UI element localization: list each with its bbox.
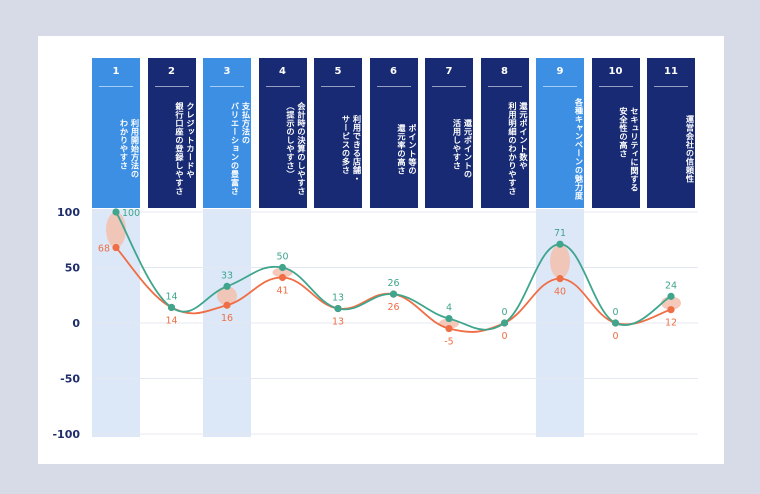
gap-marker (550, 244, 570, 279)
data-label-green: 71 (554, 228, 566, 239)
category-number: 10 (608, 66, 623, 77)
data-point-green (278, 263, 287, 272)
category-header: 2 クレジットカードや 銀行口座の登録しやすさ (147, 58, 196, 208)
header-divider (265, 86, 300, 87)
data-point-green (611, 319, 620, 327)
category-number: 7 (445, 66, 453, 77)
data-label-green: 26 (387, 278, 399, 289)
category-label: セキュリティに関する 安全性の高さ (618, 106, 640, 192)
data-point-green (223, 282, 231, 290)
data-label-orange: 16 (221, 313, 233, 324)
data-label-green: 24 (665, 280, 677, 291)
data-point-orange (667, 306, 675, 314)
header-divider (376, 86, 411, 87)
category-label: 会計時の決算のしやすさ （提示のしやすさ） (285, 102, 307, 196)
data-label-orange: 14 (165, 315, 177, 326)
data-label-green: 13 (332, 293, 344, 304)
category-number: 3 (223, 66, 231, 77)
header-divider (654, 86, 688, 87)
data-label-orange: 0 (612, 331, 618, 342)
data-label-orange: 68 (98, 244, 110, 255)
data-point-green (667, 292, 675, 300)
data-label-orange: 40 (554, 287, 566, 298)
header-divider (432, 86, 466, 87)
series-line-orange (115, 246, 672, 333)
data-label-green: 4 (446, 303, 452, 314)
header-divider (543, 86, 577, 87)
y-tick-label: -100 (52, 428, 80, 441)
data-label-orange: 13 (332, 317, 344, 328)
category-number: 9 (556, 66, 564, 77)
y-tick-label: 50 (65, 262, 81, 275)
data-label-orange: 41 (276, 285, 288, 296)
header-divider (598, 86, 633, 87)
data-point-green (167, 303, 176, 312)
y-tick-label: 100 (57, 206, 80, 219)
category-header: 1 利用開始方法の わかりやすさ (92, 58, 140, 208)
category-label: 利用開始方法の わかりやすさ (119, 119, 140, 179)
data-label-green: 100 (122, 208, 140, 219)
data-point-green (445, 314, 453, 323)
category-number: 2 (168, 66, 175, 77)
category-number: 1 (112, 66, 120, 77)
header-divider (487, 86, 522, 87)
category-label: 利用できる店舗・ サービスの多さ (341, 115, 362, 183)
data-label-orange: 12 (665, 318, 677, 329)
data-point-orange (445, 324, 453, 333)
header-divider (321, 86, 355, 87)
data-point-orange (278, 273, 287, 282)
data-label-green: 33 (221, 270, 233, 281)
gap-marker (217, 286, 237, 306)
data-point-green (334, 304, 342, 313)
y-tick-label: -50 (60, 373, 80, 386)
data-point-green (556, 240, 564, 248)
category-number: 8 (501, 66, 508, 77)
chart-card: 1 利用開始方法の わかりやすさ 2 クレジットカードや 銀行口座の登録しやすさ 3 支払… (38, 36, 724, 464)
category-number: 6 (390, 66, 397, 77)
data-label-orange: -5 (444, 337, 453, 348)
data-point-green (112, 208, 120, 216)
data-point-green (500, 319, 509, 327)
category-header: 7 還元ポイントの 活用しやすさ (425, 58, 473, 208)
data-label-green: 14 (165, 291, 177, 302)
category-header: 11 運営会社の信頼性 (647, 58, 695, 208)
data-point-orange (556, 275, 564, 283)
category-label: 各種キャンペーンの魅力度 (574, 98, 584, 200)
data-label-orange: 0 (501, 331, 507, 342)
category-label: 支払方法の バリエーションの豊富さ (230, 102, 251, 196)
y-tick-label: 0 (72, 317, 80, 330)
data-label-orange: 26 (387, 302, 399, 313)
category-header: 10 セキュリティに関する 安全性の高さ (591, 58, 640, 208)
category-label: 還元ポイント数や 利用明細のわかりやすさ (507, 102, 529, 196)
category-number: 5 (334, 66, 342, 77)
header-divider (154, 86, 189, 87)
data-point-orange (223, 301, 231, 309)
category-header: 8 還元ポイント数や 利用明細のわかりやすさ (480, 58, 529, 208)
gap-marker (272, 267, 293, 278)
category-label: クレジットカードや 銀行口座の登録しやすさ (174, 102, 196, 196)
category-header: 4 会計時の決算のしやすさ （提示のしやすさ） (258, 58, 307, 208)
category-number: 11 (664, 66, 678, 77)
data-label-green: 0 (501, 307, 507, 318)
category-label: ポイント等の 還元率の高さ (396, 123, 418, 175)
data-label-green: 50 (276, 252, 288, 263)
category-header: 9 各種キャンペーンの魅力度 (536, 58, 584, 208)
category-label: 運営会社の信頼性 (685, 115, 695, 183)
category-header: 6 ポイント等の 還元率の高さ (369, 58, 418, 208)
data-point-green (389, 290, 398, 298)
header-divider (99, 86, 133, 87)
data-label-green: 0 (612, 307, 618, 318)
category-label: 還元ポイントの 活用しやすさ (452, 119, 473, 179)
category-number: 4 (279, 66, 286, 77)
category-header: 5 利用できる店舗・ サービスの多さ (314, 58, 362, 208)
data-point-orange (112, 243, 120, 252)
category-header: 3 支払方法の バリエーションの豊富さ (203, 58, 251, 208)
header-divider (210, 86, 244, 87)
